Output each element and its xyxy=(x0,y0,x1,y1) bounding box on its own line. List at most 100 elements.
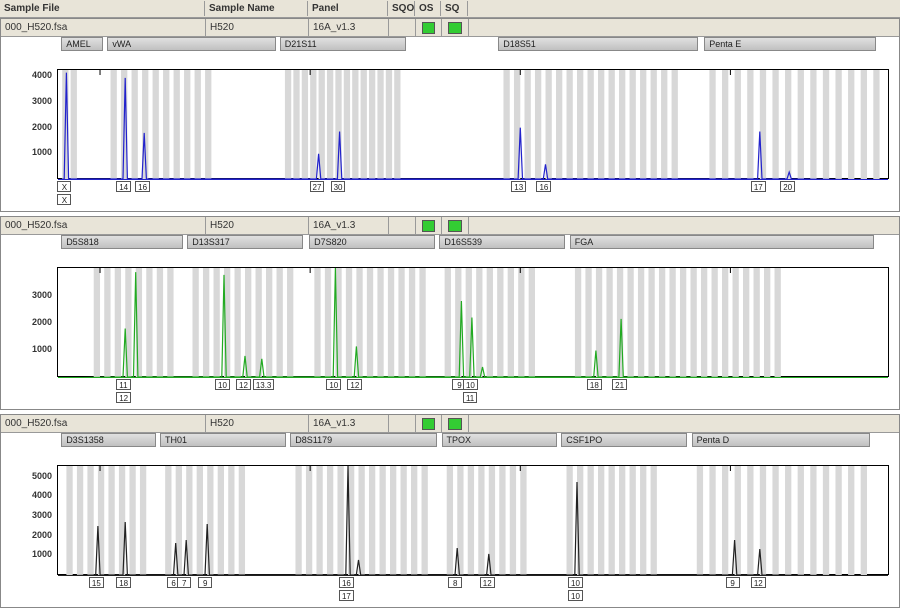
allele-call-box[interactable]: 20 xyxy=(780,181,795,192)
chart-area: 1002003004001000200030004000XX1416273013… xyxy=(57,69,889,209)
chart-area: 1002003004001000200030001112101213.31012… xyxy=(57,267,889,407)
y-tick-label: 3000 xyxy=(32,290,52,300)
allele-call-box[interactable]: 10 xyxy=(568,590,583,601)
col-header-0: Sample File xyxy=(0,1,205,16)
marker-label-penta d[interactable]: Penta D xyxy=(692,433,871,447)
allele-call-box[interactable]: 21 xyxy=(612,379,627,390)
status-indicator-icon xyxy=(422,418,435,430)
y-tick-label: 5000 xyxy=(32,471,52,481)
allele-call-box[interactable]: 17 xyxy=(339,590,354,601)
allele-call-box[interactable]: 10 xyxy=(326,379,341,390)
marker-label-d13s317[interactable]: D13S317 xyxy=(187,235,303,249)
plot-container[interactable]: 1000200030004000 xyxy=(57,69,889,179)
os-status-cell xyxy=(416,415,442,432)
marker-label-d21s11[interactable]: D21S11 xyxy=(280,37,406,51)
allele-call-box[interactable]: 15 xyxy=(89,577,104,588)
panel-name-cell[interactable]: 16A_v1.3 xyxy=(309,19,389,36)
panel-name-cell[interactable]: 16A_v1.3 xyxy=(309,415,389,432)
trace-line xyxy=(58,268,888,378)
col-header-3: SQO xyxy=(388,1,415,16)
os-status-cell xyxy=(416,217,442,234)
allele-call-box[interactable]: 30 xyxy=(331,181,346,192)
plot-container[interactable]: 100020003000 xyxy=(57,267,889,377)
allele-call-box[interactable]: 17 xyxy=(751,181,766,192)
marker-label-penta e[interactable]: Penta E xyxy=(704,37,876,51)
sample-file-cell[interactable]: 000_H520.fsa xyxy=(1,217,206,234)
status-indicator-icon xyxy=(422,22,435,34)
status-indicator-icon xyxy=(448,418,462,430)
allele-call-box[interactable]: 11 xyxy=(116,379,130,390)
electropherogram-panel-0: 000_H520.fsaH52016A_v1.3AMELvWAD21S11D18… xyxy=(0,18,900,212)
marker-label-csf1po[interactable]: CSF1PO xyxy=(561,433,687,447)
allele-call-box[interactable]: 12 xyxy=(116,392,131,403)
y-tick-label: 4000 xyxy=(32,70,52,80)
status-indicator-icon xyxy=(448,220,462,232)
allele-call-box[interactable]: 12 xyxy=(236,379,251,390)
allele-calls-row: 151867916178121010912 xyxy=(57,577,889,605)
allele-call-box[interactable]: 27 xyxy=(310,181,325,192)
y-tick-label: 2000 xyxy=(32,317,52,327)
allele-call-box[interactable]: 12 xyxy=(480,577,495,588)
y-tick-label: 2000 xyxy=(32,122,52,132)
allele-call-box[interactable]: 18 xyxy=(587,379,602,390)
allele-call-box[interactable]: 10 xyxy=(215,379,230,390)
marker-label-amel[interactable]: AMEL xyxy=(61,37,103,51)
y-axis: 1000 2000 3000 xyxy=(16,268,56,376)
panel-header: 000_H520.fsaH52016A_v1.3 xyxy=(1,415,899,433)
marker-labels-row: D5S818 D13S317 D7S820 D16S539 FGA xyxy=(57,235,889,253)
allele-call-box[interactable]: 16 xyxy=(536,181,551,192)
marker-label-d16s539[interactable]: D16S539 xyxy=(439,235,565,249)
y-tick-label: 3000 xyxy=(32,510,52,520)
allele-call-box[interactable]: 11 xyxy=(463,392,477,403)
y-tick-label: 1000 xyxy=(32,344,52,354)
marker-label-tpox[interactable]: TPOX xyxy=(442,433,558,447)
allele-call-box[interactable]: 18 xyxy=(116,577,131,588)
allele-call-box[interactable]: 7 xyxy=(177,577,191,588)
sample-file-cell[interactable]: 000_H520.fsa xyxy=(1,415,206,432)
allele-call-box[interactable]: 14 xyxy=(116,181,131,192)
sqo-cell xyxy=(389,19,416,36)
allele-call-box[interactable]: 16 xyxy=(135,181,150,192)
electropherogram-panel-2: 000_H520.fsaH52016A_v1.3D3S1358TH01D8S11… xyxy=(0,414,900,608)
sample-file-cell[interactable]: 000_H520.fsa xyxy=(1,19,206,36)
status-indicator-icon xyxy=(448,22,462,34)
chart-area: 1002003004001000200030004000500015186791… xyxy=(57,465,889,605)
allele-call-box[interactable]: 9 xyxy=(198,577,212,588)
marker-label-th01[interactable]: TH01 xyxy=(160,433,286,447)
marker-label-d8s1179[interactable]: D8S1179 xyxy=(290,433,437,447)
plot-container[interactable]: 10002000300040005000 xyxy=(57,465,889,575)
allele-call-box[interactable]: X xyxy=(57,194,71,205)
allele-call-box[interactable]: 9 xyxy=(726,577,740,588)
allele-call-box[interactable]: 13 xyxy=(511,181,526,192)
panel-name-cell[interactable]: 16A_v1.3 xyxy=(309,217,389,234)
panel-header: 000_H520.fsaH52016A_v1.3 xyxy=(1,19,899,37)
allele-call-box[interactable]: 12 xyxy=(751,577,766,588)
col-header-2: Panel xyxy=(308,1,388,16)
y-axis: 1000200030004000 xyxy=(16,70,56,178)
marker-label-d7s820[interactable]: D7S820 xyxy=(309,235,435,249)
allele-call-box[interactable]: 16 xyxy=(339,577,354,588)
y-tick-label: 3000 xyxy=(32,96,52,106)
marker-labels-row: D3S1358 TH01 D8S1179 TPOXCSF1PO Penta D xyxy=(57,433,889,451)
marker-label-d3s1358[interactable]: D3S1358 xyxy=(61,433,156,447)
marker-labels-row: AMEL vWA D21S11 D18S51 Penta E xyxy=(57,37,889,55)
sqo-cell xyxy=(389,217,416,234)
marker-label-fga[interactable]: FGA xyxy=(570,235,875,249)
marker-label-d5s818[interactable]: D5S818 xyxy=(61,235,183,249)
allele-call-box[interactable]: 13.3 xyxy=(253,379,275,390)
allele-call-box[interactable]: 12 xyxy=(347,379,362,390)
marker-label-d18s51[interactable]: D18S51 xyxy=(498,37,698,51)
marker-label-vwa[interactable]: vWA xyxy=(107,37,275,51)
allele-call-box[interactable]: 8 xyxy=(448,577,462,588)
allele-call-box[interactable]: X xyxy=(57,181,71,192)
sample-name-cell[interactable]: H520 xyxy=(206,217,309,234)
allele-call-box[interactable]: 10 xyxy=(568,577,583,588)
allele-call-box[interactable]: 10 xyxy=(463,379,478,390)
sample-name-cell[interactable]: H520 xyxy=(206,415,309,432)
y-tick-label: 2000 xyxy=(32,530,52,540)
sqo-cell xyxy=(389,415,416,432)
allele-calls-row: XX 14 16 27 30 13 16 17 20 xyxy=(57,181,889,209)
sample-name-cell[interactable]: H520 xyxy=(206,19,309,36)
y-tick-label: 1000 xyxy=(32,549,52,559)
y-axis: 10002000300040005000 xyxy=(16,466,56,574)
